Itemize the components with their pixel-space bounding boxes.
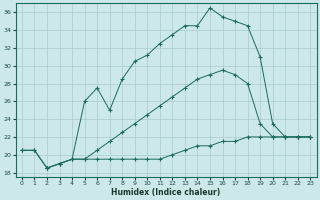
X-axis label: Humidex (Indice chaleur): Humidex (Indice chaleur) [111,188,221,197]
